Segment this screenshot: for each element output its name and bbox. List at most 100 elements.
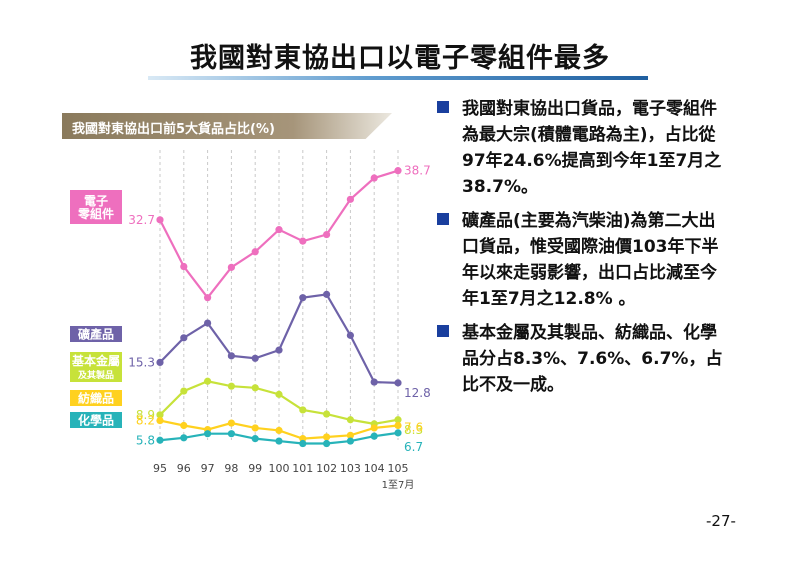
legend-label: 基本金屬 [71, 353, 120, 368]
data-point [394, 379, 402, 387]
data-point [204, 319, 212, 327]
start-value-label: 8.9 [136, 408, 155, 422]
end-value-label: 6.7 [404, 440, 423, 454]
x-tick-label: 98 [224, 462, 238, 475]
x-tick-label: 96 [177, 462, 191, 475]
bullet-text: 基本金屬及其製品、紡織品、化學品分占8.3%、7.6%、6.7%，占比不及一成。 [462, 323, 723, 395]
data-point [346, 195, 354, 203]
data-point [370, 424, 378, 432]
data-point [180, 387, 188, 395]
data-point [394, 167, 402, 175]
page-number: -27- [706, 512, 736, 530]
data-point [323, 290, 331, 298]
data-point [323, 433, 331, 441]
data-point [251, 248, 259, 256]
end-value-label: 7.6 [404, 421, 423, 435]
data-point [180, 262, 188, 271]
data-point [156, 216, 164, 224]
data-point [227, 382, 235, 390]
bullet-list: 我國對東協出口貨品，電子零組件為最大宗(積體電路為主)，占比從97年24.6%提… [437, 96, 727, 406]
data-point [299, 406, 307, 414]
slide-title: 我國對東協出口以電子零組件最多 [190, 43, 610, 74]
x-tick-label: 102 [316, 462, 337, 475]
data-point [251, 384, 259, 392]
data-point [227, 352, 235, 360]
data-point [204, 430, 212, 438]
legend-label: 電子 [84, 194, 108, 208]
data-point [227, 419, 235, 427]
bullet-item: 我國對東協出口貨品，電子零組件為最大宗(積體電路為主)，占比從97年24.6%提… [437, 96, 727, 200]
data-point [275, 226, 283, 234]
x-tick-label: 100 [269, 462, 290, 475]
data-point [180, 421, 188, 430]
data-point [275, 437, 283, 445]
data-point [394, 416, 402, 424]
data-point [323, 410, 331, 418]
bullet-text: 礦產品(主要為汽柴油)為第二大出口貨品，惟受國際油價103年下半年以來走弱影響，… [462, 211, 719, 309]
data-point [394, 421, 402, 430]
legend-swatch [70, 390, 122, 406]
x-tick-label: 99 [248, 462, 262, 475]
data-point [346, 331, 354, 339]
bullet-item: 礦產品(主要為汽柴油)為第二大出口貨品，惟受國際油價103年下半年以來走弱影響，… [437, 208, 727, 312]
data-point [180, 334, 188, 342]
data-point [227, 263, 235, 271]
data-point [156, 411, 164, 419]
bullet-text: 我國對東協出口貨品，電子零組件為最大宗(積體電路為主)，占比從97年24.6%提… [462, 99, 722, 197]
start-value-label: 5.8 [136, 433, 155, 447]
start-value-label: 15.3 [128, 355, 155, 369]
legend-label: 紡織品 [78, 391, 114, 406]
data-point [275, 426, 283, 435]
data-point [299, 237, 307, 245]
data-point [299, 439, 307, 448]
end-value-label: 38.7 [404, 164, 431, 178]
data-point [251, 424, 259, 432]
x-tick-label: 104 [364, 462, 385, 475]
data-point [156, 436, 164, 444]
data-point [180, 434, 188, 442]
end-value-label: 8.3 [404, 423, 423, 437]
data-point [251, 354, 259, 362]
x-tick-label: 103 [340, 462, 361, 475]
legend-swatch [70, 352, 122, 382]
x-tick-label: 95 [153, 462, 167, 475]
data-point [346, 437, 354, 445]
data-point [346, 431, 354, 439]
data-point [156, 358, 164, 367]
data-point [251, 435, 259, 443]
data-point [346, 416, 354, 424]
data-point [323, 439, 331, 448]
data-point [204, 377, 212, 385]
legend-swatch [70, 190, 122, 224]
x-tick-label: 105 [388, 462, 409, 475]
data-point [323, 230, 331, 239]
chart-title-banner [62, 113, 392, 139]
data-point [275, 346, 283, 354]
bullet-square-icon [437, 101, 449, 113]
data-point [394, 429, 402, 437]
x-tick-label: 97 [201, 462, 215, 475]
legend-label: 礦產品 [78, 327, 114, 342]
bullet-item: 基本金屬及其製品、紡織品、化學品分占8.3%、7.6%、6.7%，占比不及一成。 [437, 320, 727, 398]
bullet-square-icon [437, 325, 449, 337]
start-value-label: 32.7 [128, 213, 155, 227]
data-point [299, 294, 307, 302]
title-underline [148, 76, 648, 80]
legend-label: 化學品 [78, 413, 114, 428]
data-point [370, 378, 378, 386]
bullet-square-icon [437, 213, 449, 225]
x-tick-label: 101 [292, 462, 313, 475]
data-point [227, 430, 235, 438]
data-point [275, 390, 283, 398]
data-point [370, 432, 378, 440]
data-point [204, 294, 212, 302]
end-value-label: 12.8 [404, 386, 431, 400]
legend-swatch [70, 326, 122, 342]
legend-swatch [70, 412, 122, 428]
x-note-label: 1至7月 [382, 479, 415, 491]
legend-label: 及其製品 [78, 369, 114, 381]
data-point [156, 416, 164, 425]
chart-title: 我國對東協出口前5大貨品占比(%) [72, 122, 275, 137]
data-point [370, 174, 378, 182]
